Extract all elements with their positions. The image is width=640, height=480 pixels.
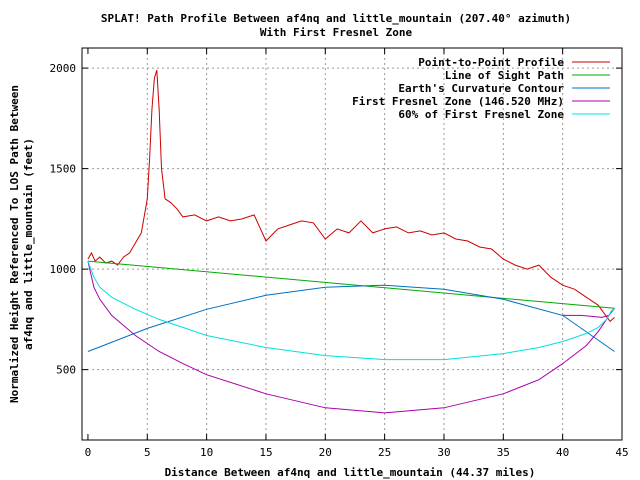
series-2-line: [87, 260, 615, 309]
y-tick-label: 1500: [50, 163, 77, 176]
legend-label: 60% of First Fresnel Zone: [398, 108, 564, 121]
x-tick-label: 5: [144, 446, 151, 459]
chart-title: SPLAT! Path Profile Between af4nq and li…: [101, 12, 571, 25]
x-tick-label: 0: [85, 446, 92, 459]
legend-label: Point-to-Point Profile: [418, 56, 564, 69]
x-tick-label: 10: [200, 446, 213, 459]
series-1-line: [87, 69, 615, 323]
legend-label: First Fresnel Zone (146.520 MHz): [352, 95, 564, 108]
legend-label: Earth's Curvature Contour: [398, 82, 564, 95]
chart-subtitle: With First Fresnel Zone: [260, 26, 413, 39]
series-layer: [87, 69, 615, 414]
y-tick-label: 2000: [50, 62, 77, 75]
y-tick-label: 500: [56, 364, 76, 377]
x-tick-label: 40: [556, 446, 569, 459]
x-tick-label: 30: [437, 446, 450, 459]
series-4-line: [87, 260, 615, 414]
x-axis-label: Distance Between af4nq and little_mounta…: [165, 466, 536, 479]
x-axis-ticks: 0 5 10 15 20 25 30 35 40 45: [85, 48, 629, 459]
series-4-upper-line: [562, 307, 615, 318]
grid: [82, 48, 622, 440]
y-axis-ticks: 500 1000 1500 2000: [50, 62, 622, 377]
plot-frame: [81, 47, 623, 441]
y-axis-label-line1: Normalized Height Referenced To LOS Path…: [8, 85, 21, 403]
y-tick-label: 1000: [50, 263, 77, 276]
series-3-line: [87, 284, 615, 352]
x-tick-label: 15: [259, 446, 272, 459]
legend-label: Line of Sight Path: [445, 69, 564, 82]
x-tick-label: 45: [615, 446, 628, 459]
y-axis-label-line2: af4nq and little_mountain (feet): [22, 138, 35, 350]
series-5-line: [87, 260, 615, 361]
x-tick-label: 25: [378, 446, 391, 459]
x-tick-label: 35: [497, 446, 510, 459]
x-tick-label: 20: [319, 446, 332, 459]
